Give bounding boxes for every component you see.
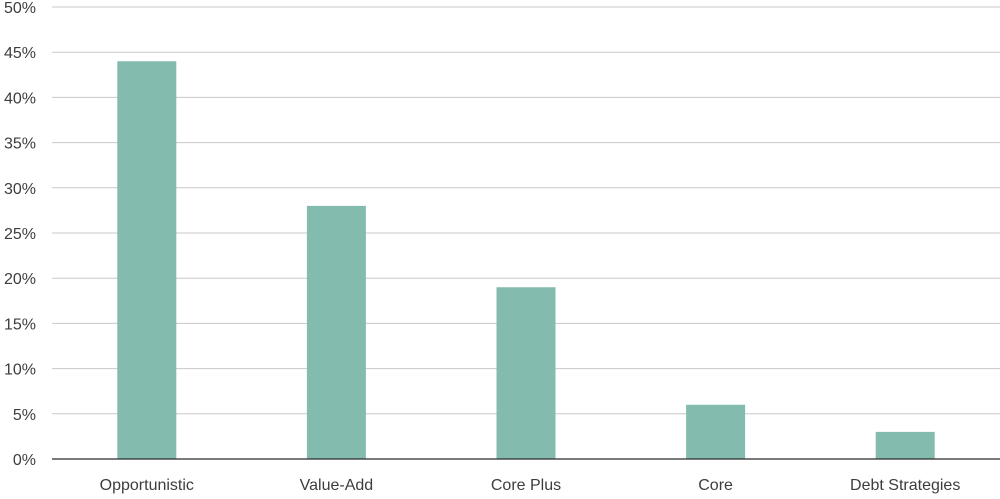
bar-debt-strategies — [875, 431, 935, 459]
y-axis-tick-labels: 0% 5% 10% 15% 20% 25% 30% 35% 40% 45% 50% — [4, 0, 36, 469]
x-tick-label: Core — [698, 477, 733, 494]
bar-core-plus — [496, 287, 556, 459]
x-tick-label: Value-Add — [300, 477, 374, 494]
x-tick-label: Debt Strategies — [850, 477, 960, 494]
y-tick-label: 15% — [4, 316, 36, 333]
bar-value-add — [306, 205, 366, 459]
bar-opportunistic — [117, 61, 177, 460]
x-axis-tick-labels: Opportunistic Value-Add Core Plus Core Debt … — [100, 477, 961, 494]
y-tick-label: 10% — [4, 362, 36, 379]
y-tick-label: 20% — [4, 271, 36, 288]
y-tick-label: 25% — [4, 226, 36, 243]
y-tick-label: 45% — [4, 45, 36, 62]
y-tick-label: 50% — [4, 0, 36, 17]
gridlines — [52, 6, 1000, 415]
x-tick-label: Opportunistic — [100, 477, 194, 494]
y-tick-label: 30% — [4, 181, 36, 198]
x-tick-label: Core Plus — [491, 477, 561, 494]
y-tick-label: 5% — [13, 407, 36, 424]
y-tick-label: 0% — [13, 452, 36, 469]
bars — [117, 61, 935, 460]
y-tick-label: 35% — [4, 136, 36, 153]
y-tick-label: 40% — [4, 90, 36, 107]
bar-core — [686, 404, 746, 459]
